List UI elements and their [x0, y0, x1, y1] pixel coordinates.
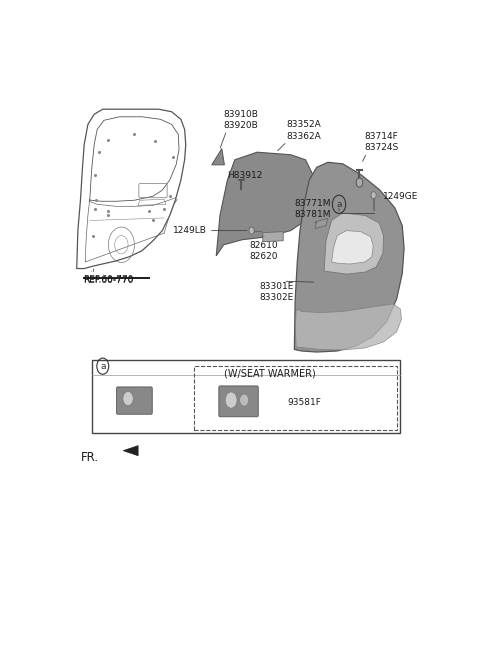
Circle shape: [371, 192, 376, 198]
Text: 83771M
83781M: 83771M 83781M: [294, 199, 331, 219]
Polygon shape: [324, 213, 384, 274]
Text: 1249GE: 1249GE: [383, 192, 418, 200]
Text: 82610
82620: 82610 82620: [250, 240, 278, 261]
Text: 1249LB: 1249LB: [173, 226, 207, 235]
Text: H83912: H83912: [228, 171, 263, 181]
Polygon shape: [296, 304, 401, 350]
Polygon shape: [216, 152, 313, 256]
Text: 83301E
83302E: 83301E 83302E: [259, 283, 293, 302]
Text: (W/SEAT WARMER): (W/SEAT WARMER): [224, 369, 315, 378]
Text: 83714F
83724S: 83714F 83724S: [364, 131, 398, 152]
Bar: [194, 366, 396, 430]
Text: REF.60-770: REF.60-770: [83, 276, 133, 285]
Circle shape: [356, 178, 363, 187]
Text: 83910B
83920B: 83910B 83920B: [224, 110, 259, 131]
Polygon shape: [294, 162, 404, 352]
Circle shape: [240, 394, 249, 406]
Polygon shape: [332, 231, 373, 264]
Circle shape: [123, 392, 133, 405]
Text: FR.: FR.: [81, 451, 98, 464]
Text: REF.60-770: REF.60-770: [83, 275, 133, 284]
Polygon shape: [263, 232, 283, 242]
Text: 93581F: 93581F: [287, 398, 321, 407]
Text: a: a: [100, 362, 106, 371]
Polygon shape: [315, 219, 328, 229]
Text: 93576B: 93576B: [118, 388, 153, 396]
Polygon shape: [123, 445, 138, 456]
FancyBboxPatch shape: [219, 386, 258, 417]
Text: 83352A
83362A: 83352A 83362A: [286, 120, 321, 141]
FancyBboxPatch shape: [117, 387, 152, 415]
Polygon shape: [212, 148, 225, 165]
Circle shape: [225, 392, 237, 408]
Text: a: a: [336, 200, 342, 209]
Bar: [92, 359, 400, 433]
Circle shape: [249, 227, 254, 234]
